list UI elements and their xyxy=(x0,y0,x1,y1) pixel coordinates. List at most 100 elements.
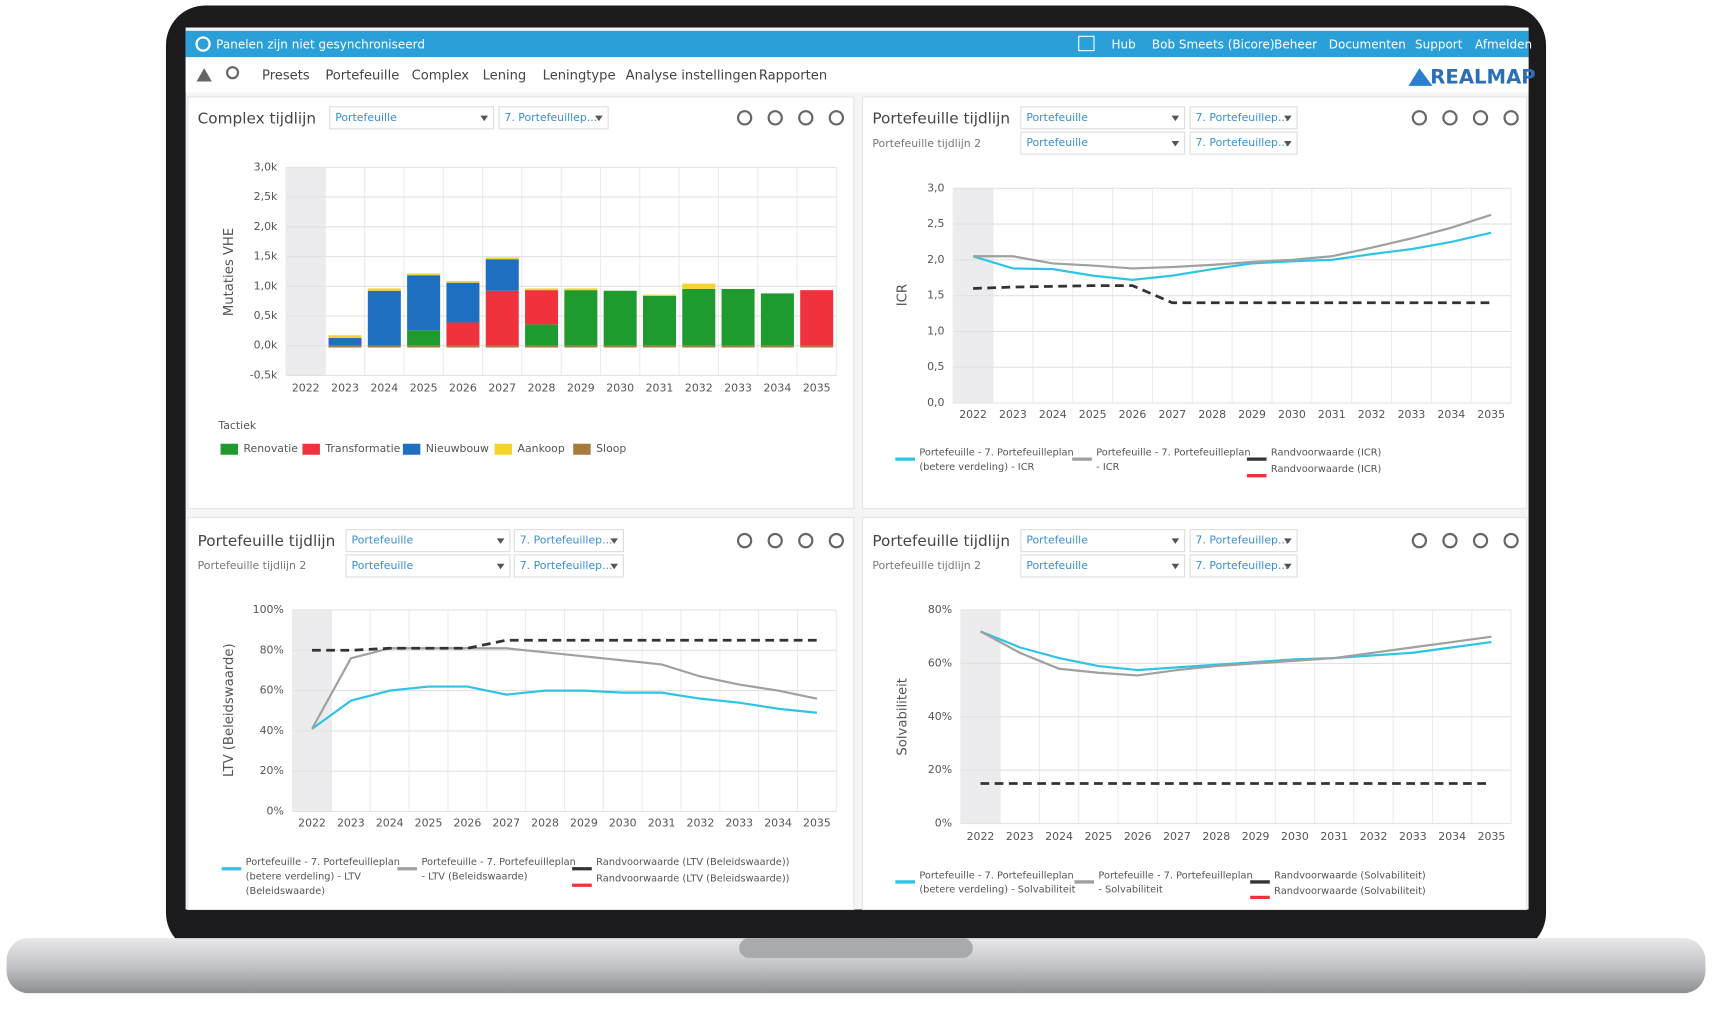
dropdown[interactable] xyxy=(345,529,511,553)
x-tick-label: 2034 xyxy=(1437,408,1465,421)
x-tick-label: 2032 xyxy=(1358,408,1386,421)
y-tick-label: 1,0k xyxy=(254,279,278,292)
dropdown[interactable] xyxy=(498,106,609,130)
panel-icon[interactable] xyxy=(828,110,844,126)
panel-icon[interactable] xyxy=(798,110,814,126)
legend-label[interactable]: Randvoorwaarde (ICR) xyxy=(1271,464,1382,475)
dropdown[interactable] xyxy=(1189,106,1298,130)
legend-label[interactable]: - Solvabiliteit xyxy=(1098,885,1162,896)
y-tick-label: 0,5 xyxy=(927,360,944,373)
legend-label[interactable]: Portefeuille - 7. Portefeuilleplan xyxy=(919,870,1073,881)
panel-icon[interactable] xyxy=(1503,110,1519,126)
legend-label[interactable]: (betere verdeling) - Solvabiliteit xyxy=(919,885,1075,896)
legend-label[interactable]: Aankoop xyxy=(518,442,565,455)
bar-segment xyxy=(525,288,559,291)
panel-icon[interactable] xyxy=(736,532,753,549)
legend-label[interactable]: Randvoorwaarde (LTV (Beleidswaarde)) xyxy=(596,874,789,885)
legend-label[interactable]: - LTV (Beleidswaarde) xyxy=(421,871,527,882)
top-link[interactable]: Documenten xyxy=(1329,38,1406,52)
top-link[interactable]: Hub xyxy=(1111,38,1135,52)
nav-item[interactable]: Portefeuille xyxy=(325,68,399,83)
dropdown[interactable] xyxy=(1020,529,1186,553)
bar-segment xyxy=(407,330,441,346)
x-tick-label: 2033 xyxy=(1399,830,1427,843)
panel-icon[interactable] xyxy=(798,532,814,549)
nav-item[interactable]: Leningtype xyxy=(543,68,616,83)
legend-label[interactable]: Portefeuille - 7. Portefeuilleplan xyxy=(1096,448,1250,459)
legend-label[interactable]: - ICR xyxy=(1096,462,1119,473)
panel-icon[interactable] xyxy=(1472,110,1489,126)
bar-segment xyxy=(603,290,637,346)
legend-label[interactable]: (Beleidswaarde) xyxy=(246,886,325,897)
panel-icon[interactable] xyxy=(828,532,844,549)
logo: REALMAP xyxy=(1430,66,1535,89)
legend-label[interactable]: Sloop xyxy=(596,442,626,455)
top-link[interactable]: Afmelden xyxy=(1475,38,1532,52)
dropdown[interactable] xyxy=(345,554,511,578)
nav-item[interactable]: Lening xyxy=(483,68,527,83)
dropdown[interactable] xyxy=(1020,131,1186,155)
panel-icon[interactable] xyxy=(767,532,783,549)
top-link[interactable]: Beheer xyxy=(1274,38,1317,52)
bar-segment xyxy=(603,345,637,348)
series-line xyxy=(979,630,1492,677)
bar-segment xyxy=(760,293,794,346)
search-icon[interactable] xyxy=(226,66,240,80)
dropdown[interactable] xyxy=(1189,554,1298,578)
nav-item[interactable]: Presets xyxy=(262,68,310,83)
legend-label[interactable]: Portefeuille - 7. Portefeuilleplan xyxy=(919,448,1073,459)
top-link[interactable]: Bob Smeets (Bicore) xyxy=(1152,38,1275,52)
panel-icon[interactable] xyxy=(1472,532,1489,549)
x-tick-label: 2025 xyxy=(415,817,443,830)
bar-segment xyxy=(485,259,519,291)
y-tick-label: -0,5k xyxy=(250,368,278,381)
dropdown[interactable] xyxy=(1189,131,1298,155)
legend-label[interactable]: Randvoorwaarde (Solvabiliteit) xyxy=(1274,870,1426,881)
legend-label[interactable]: Randvoorwaarde (Solvabiliteit) xyxy=(1274,886,1426,897)
bar-segment xyxy=(682,345,716,348)
legend-swatch xyxy=(402,443,421,455)
legend-label[interactable]: Portefeuille - 7. Portefeuilleplan xyxy=(421,857,575,868)
dropdown[interactable] xyxy=(1189,529,1298,553)
bar-segment xyxy=(446,345,480,348)
x-tick-label: 2025 xyxy=(410,382,438,395)
panel-icon[interactable] xyxy=(1442,532,1458,549)
legend-label[interactable]: (betere verdeling) - ICR xyxy=(919,462,1034,473)
dropdown[interactable] xyxy=(1020,106,1186,130)
panel-icon[interactable] xyxy=(1411,532,1428,549)
panel-icon[interactable] xyxy=(1411,110,1428,126)
legend-label[interactable]: Transformatie xyxy=(324,442,400,455)
bar-segment xyxy=(328,345,362,348)
dropdown[interactable] xyxy=(329,106,495,130)
legend-label[interactable]: Portefeuille - 7. Portefeuilleplan xyxy=(246,857,400,868)
x-tick-label: 2024 xyxy=(1039,408,1067,421)
legend-label[interactable]: Randvoorwaarde (LTV (Beleidswaarde)) xyxy=(596,857,789,868)
legend-label[interactable]: (betere verdeling) - LTV xyxy=(246,871,362,882)
nav-item[interactable]: Rapporten xyxy=(759,68,827,83)
y-axis-label: Mutaties VHE xyxy=(222,228,237,316)
nav-item[interactable]: Analyse instellingen xyxy=(626,68,757,83)
panel-icon[interactable] xyxy=(1442,110,1458,126)
dropdown[interactable] xyxy=(513,529,624,553)
legend-label[interactable]: Nieuwbouw xyxy=(426,442,489,455)
dropdown[interactable] xyxy=(1020,554,1186,578)
panel-icon[interactable] xyxy=(1503,532,1519,549)
y-tick-label: 100% xyxy=(253,603,284,616)
bar-segment xyxy=(682,283,716,289)
hub-icon[interactable] xyxy=(1078,35,1095,52)
panel-subtitle: Portefeuille tijdlijn 2 xyxy=(872,559,981,572)
bar-segment xyxy=(564,290,598,346)
dropdown-caret xyxy=(1171,538,1180,544)
x-tick-label: 2024 xyxy=(1045,830,1073,843)
home-icon[interactable] xyxy=(196,68,212,82)
x-tick-label: 2028 xyxy=(531,817,559,830)
dropdown[interactable] xyxy=(513,554,624,578)
first-period-shade xyxy=(292,609,332,812)
legend-label[interactable]: Randvoorwaarde (ICR) xyxy=(1271,448,1382,459)
legend-label[interactable]: Renovatie xyxy=(243,442,298,455)
panel-icon[interactable] xyxy=(767,110,783,126)
nav-item[interactable]: Complex xyxy=(412,68,470,83)
top-link[interactable]: Support xyxy=(1415,38,1463,52)
legend-label[interactable]: Portefeuille - 7. Portefeuilleplan xyxy=(1098,870,1252,881)
panel-icon[interactable] xyxy=(736,110,753,126)
